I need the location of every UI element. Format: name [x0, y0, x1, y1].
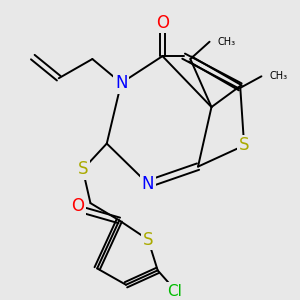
Text: CH₃: CH₃ — [269, 71, 287, 81]
Text: N: N — [115, 74, 128, 92]
Text: Cl: Cl — [167, 284, 182, 299]
Text: O: O — [156, 14, 169, 32]
Text: O: O — [71, 197, 85, 215]
Text: CH₃: CH₃ — [217, 37, 236, 47]
Text: N: N — [142, 175, 154, 193]
Text: S: S — [143, 231, 153, 249]
Text: S: S — [77, 160, 88, 178]
Text: S: S — [239, 136, 249, 154]
